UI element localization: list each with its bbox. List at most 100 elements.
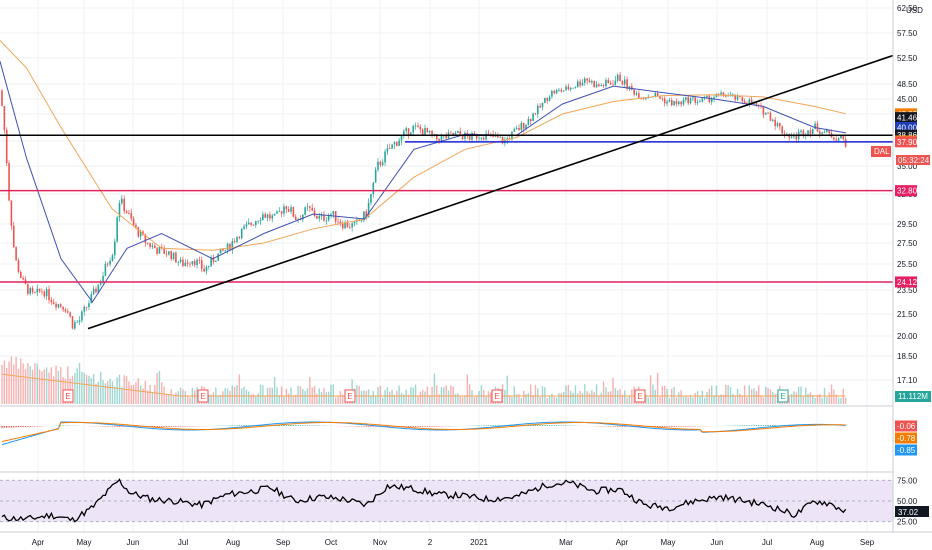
volume-bar [142,388,144,404]
candle-body [210,257,212,267]
candle-body [146,242,149,244]
y-tick-label[interactable]: 20.00 [897,332,918,341]
volume-bar [534,384,537,404]
y-tick-label[interactable]: 25.50 [897,260,918,269]
x-tick-label[interactable]: Sep [276,538,291,547]
x-tick-label[interactable]: Jun [127,538,140,547]
volume-bar [121,387,123,404]
x-tick-label[interactable]: May [76,538,91,547]
y-tick-label[interactable]: 27.50 [897,239,918,248]
y-tick-label[interactable]: 62.50 [897,4,918,13]
x-tick-label[interactable]: 2 [428,538,433,547]
earnings-marker[interactable] [344,389,356,403]
volume-bar [259,384,262,404]
macd-bar [750,425,753,426]
volume-bar [607,391,609,404]
candle-body [344,222,346,229]
volume-bar [405,389,407,404]
x-tick-label[interactable]: 2021 [470,538,488,547]
volume-bar [461,397,464,404]
x-tick-label[interactable]: Jun [711,538,724,547]
x-tick-label[interactable]: Apr [616,538,629,547]
rsi-tag-box [895,506,929,517]
candle-body [153,245,156,249]
earnings-marker[interactable] [491,389,503,403]
candle-body [231,241,234,250]
volume-bar [793,391,795,404]
volume-bar [631,389,633,404]
candle-body [233,241,236,243]
x-tick-label[interactable]: Jul [178,538,188,547]
candle-body [8,163,10,201]
y-tick-label[interactable]: 18.50 [897,352,918,361]
y-tick-label[interactable]: 35.00 [897,162,918,171]
earnings-marker[interactable] [62,389,74,403]
y-tick-label[interactable]: 23.50 [897,286,918,295]
candle-body [840,135,842,139]
x-tick-label[interactable]: Nov [373,538,387,547]
candle-body [269,214,271,219]
x-tick-label[interactable]: Mar [559,538,573,547]
x-tick-label[interactable]: Aug [810,538,824,547]
x-tick-label[interactable]: Sep [860,538,875,547]
candle-body [290,207,292,212]
volume-bar [320,392,323,404]
candle-body [302,214,304,220]
candle-body [715,93,718,98]
macd-bar [31,426,34,427]
candle-body [83,306,86,312]
x-tick-label[interactable]: May [660,538,675,547]
volume-bar [273,377,276,404]
candle-body [325,220,328,222]
x-tick-label[interactable]: Aug [226,538,240,547]
volume-bar [184,391,186,404]
y-tick-label[interactable]: 52.50 [897,54,918,63]
macd-bar [27,426,29,427]
x-tick-labels[interactable]: Apr May Jun Jul Aug Sep Oct Nov 2 2021 Mar Apr May Ju… [32,538,875,547]
volume-bar [426,386,429,404]
candle-body [259,219,262,222]
rsi-level-label[interactable]: 75.00 [897,476,918,485]
candle-body [468,136,471,140]
macd-bar [664,426,666,427]
y-tick-label[interactable]: 45.00 [897,95,918,104]
candle-body [264,214,266,218]
volume-bar [560,393,562,404]
trendline[interactable] [87,54,894,330]
volume-bar [579,390,581,404]
volume-bar [158,370,161,404]
x-tick-label[interactable]: Apr [32,538,45,547]
volume-bar [725,384,727,404]
candle-body [97,284,100,293]
volume-bar [45,367,48,404]
candle-body [748,99,751,105]
volume-bar [170,389,172,404]
earnings-marker[interactable] [197,389,209,403]
volume-bar [668,397,671,404]
candle-body [304,207,306,215]
y-tick-label[interactable]: 48.50 [897,80,918,89]
y-tick-label[interactable]: 57.50 [897,29,918,38]
volume-bar [612,377,614,404]
rsi-level-label[interactable]: 25.00 [897,518,918,527]
x-tick-label[interactable]: Oct [325,538,338,547]
rsi-level-label[interactable]: 50.00 [897,497,918,506]
y-tick-label[interactable]: 17.10 [897,376,918,385]
volume-bar [457,393,459,404]
volume-bar [34,363,36,404]
volume-bar [586,391,588,404]
candle-body [236,237,238,243]
y-tick-label[interactable]: 29.50 [897,220,918,229]
volume-bar [335,397,337,404]
candle-body [229,243,231,250]
volume-bar [400,392,403,404]
candle-body [22,277,24,280]
y-tick-label[interactable]: 21.50 [897,310,918,319]
earnings-marker[interactable] [634,389,646,403]
candle-body [835,139,838,141]
earnings-marker[interactable] [777,389,789,403]
x-tick-label[interactable]: Jul [762,538,772,547]
volume-bar [168,394,170,404]
